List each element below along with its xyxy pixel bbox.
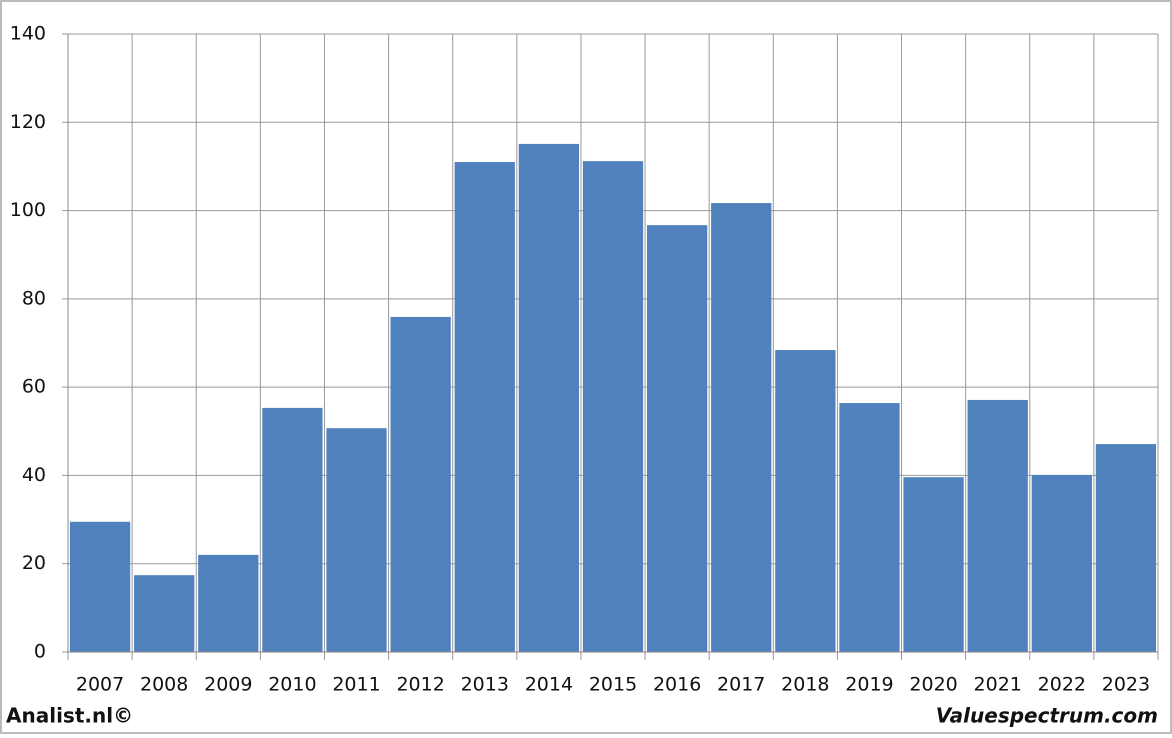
bar [839, 403, 900, 652]
y-tick-label: 80 [22, 287, 46, 309]
bar [69, 521, 131, 652]
y-tick-label: 100 [10, 199, 46, 221]
bar [1031, 474, 1092, 652]
y-tick-label: 120 [10, 111, 46, 133]
x-tick-label: 2020 [909, 674, 957, 696]
y-tick-label: 20 [22, 552, 46, 574]
bar [1095, 444, 1157, 652]
x-tick-label: 2010 [268, 674, 316, 696]
y-tick-label: 40 [22, 464, 46, 486]
x-tick-label: 2016 [653, 674, 701, 696]
footer-right: Valuespectrum.com [936, 704, 1158, 728]
x-tick-label: 2008 [140, 674, 188, 696]
bar [262, 407, 323, 652]
bar [198, 554, 259, 652]
x-tick-label: 2023 [1102, 674, 1150, 696]
y-tick-label: 60 [22, 376, 46, 398]
x-tick-label: 2022 [1038, 674, 1086, 696]
bar [454, 162, 515, 652]
x-tick-label: 2011 [332, 674, 380, 696]
bar [903, 477, 964, 652]
footer-left: Analist.nl© [6, 704, 133, 728]
bar [711, 203, 772, 652]
x-tick-label: 2009 [204, 674, 252, 696]
bar [582, 161, 644, 653]
x-tick-label: 2018 [781, 674, 829, 696]
bar [775, 350, 836, 652]
x-tick-label: 2017 [717, 674, 765, 696]
bar [646, 225, 708, 653]
bar [326, 428, 387, 652]
bar [134, 575, 195, 652]
x-tick-label: 2019 [845, 674, 893, 696]
x-tick-label: 2014 [525, 674, 573, 696]
x-tick-label: 2015 [589, 674, 637, 696]
y-tick-label: 0 [34, 641, 46, 663]
y-tick-label: 140 [10, 23, 46, 45]
bar [518, 143, 580, 652]
bar [390, 316, 451, 652]
x-tick-label: 2007 [76, 674, 124, 696]
x-tick-label: 2013 [461, 674, 509, 696]
x-tick-label: 2021 [974, 674, 1022, 696]
x-tick-label: 2012 [396, 674, 444, 696]
bar [967, 399, 1028, 652]
